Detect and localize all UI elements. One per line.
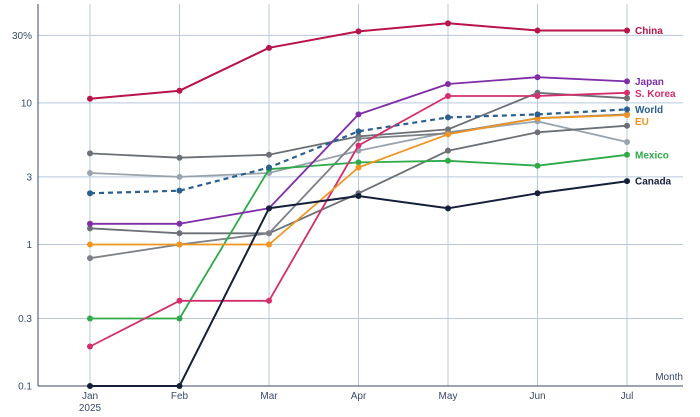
point-eu-feb — [176, 241, 183, 248]
x-tick-label-jul: Jul — [621, 391, 634, 402]
point-gray-b-jul — [624, 95, 630, 102]
point-mexico-feb — [176, 315, 183, 322]
y-tick-label: 0.3 — [18, 314, 32, 325]
point-japan-feb — [176, 220, 183, 227]
point-world-jun — [534, 111, 541, 118]
series-s-korea — [87, 89, 630, 350]
series-label-china: China — [635, 26, 663, 37]
point-canada-mar — [266, 205, 272, 212]
x-tick-label-jan: Jan 2025 — [79, 391, 102, 414]
point-china-feb — [176, 87, 183, 94]
point-china-jan — [87, 95, 93, 102]
point-world-apr — [355, 128, 362, 135]
point-eu-may — [445, 131, 451, 138]
x-tick-label-may: May — [439, 391, 458, 402]
series-label-eu: EU — [635, 117, 649, 128]
point-gray-b-feb — [176, 154, 183, 161]
point-s-korea-may — [445, 92, 451, 99]
series-china — [87, 20, 630, 102]
point-gray-c-jan — [87, 225, 93, 232]
point-china-jun — [534, 27, 541, 34]
series-eu — [87, 112, 630, 248]
x-tick-label-apr: Apr — [351, 391, 367, 402]
series-lines — [87, 20, 630, 389]
point-china-jul — [624, 27, 630, 34]
point-gray-d-apr — [355, 135, 362, 142]
point-world-jul — [624, 106, 630, 113]
point-canada-jul — [624, 178, 630, 185]
point-gray-c-feb — [176, 230, 183, 237]
point-eu-jan — [87, 241, 93, 248]
point-eu-apr — [355, 164, 362, 171]
y-tick-label: 1 — [26, 240, 32, 251]
point-world-feb — [176, 187, 183, 194]
point-gray-c-jun — [534, 129, 541, 136]
point-gray-b-mar — [266, 151, 272, 158]
point-eu-mar — [266, 241, 272, 248]
point-gray-a-jul — [624, 138, 630, 145]
point-china-mar — [266, 44, 272, 51]
point-japan-jan — [87, 220, 93, 227]
point-world-mar — [266, 164, 272, 171]
point-canada-jun — [534, 190, 541, 197]
series-mexico — [87, 151, 630, 322]
y-tick-label: 30% — [12, 31, 32, 42]
x-tick-label-jun: Jun — [529, 391, 545, 402]
point-japan-jun — [534, 74, 541, 81]
y-tick-label: 10 — [21, 98, 33, 109]
x-tick-label-feb: Feb — [171, 391, 189, 402]
series-label-mexico: Mexico — [635, 150, 669, 161]
x-axis-title: Month — [655, 372, 683, 383]
point-s-korea-jun — [534, 92, 541, 99]
x-tick-label-mar: Mar — [260, 391, 278, 402]
point-mexico-jan — [87, 315, 93, 322]
point-s-korea-apr — [355, 142, 362, 149]
point-s-korea-feb — [176, 297, 183, 304]
point-mexico-jun — [534, 162, 541, 169]
point-mexico-jul — [624, 151, 630, 158]
point-s-korea-jan — [87, 343, 93, 350]
series-label-world: World — [635, 105, 663, 116]
point-gray-d-mar — [266, 230, 272, 237]
point-s-korea-jul — [624, 89, 630, 96]
series-label-s-korea: S. Korea — [635, 89, 676, 100]
point-canada-may — [445, 205, 451, 212]
y-tick-label: 3 — [26, 172, 32, 183]
series-label-canada: Canada — [635, 177, 672, 188]
point-japan-may — [445, 81, 451, 88]
point-gray-c-may — [445, 147, 451, 154]
point-gray-b-jan — [87, 150, 93, 157]
series-label-japan: Japan — [635, 77, 664, 88]
point-gray-a-feb — [176, 173, 183, 180]
point-japan-apr — [355, 111, 362, 118]
point-gray-c-jul — [624, 122, 630, 129]
point-canada-apr — [355, 192, 362, 199]
point-s-korea-mar — [266, 297, 272, 304]
point-world-jan — [87, 190, 93, 197]
point-eu-jul — [624, 112, 630, 119]
point-gray-d-jan — [87, 255, 93, 262]
point-china-may — [445, 20, 451, 27]
y-tick-labels: 0.1 0.3 1 3 10 30% — [12, 31, 32, 393]
series-world — [87, 106, 630, 197]
y-tick-label: 0.1 — [18, 382, 32, 393]
series-canada — [87, 178, 630, 389]
point-gray-a-jan — [87, 169, 93, 176]
point-canada-feb — [176, 383, 183, 389]
point-mexico-may — [445, 157, 451, 164]
x-tick-labels: Jan 2025 Feb Mar Apr May Jun Jul — [79, 391, 634, 414]
point-canada-jan — [87, 383, 93, 389]
point-japan-jul — [624, 78, 630, 85]
point-world-may — [445, 114, 451, 121]
point-mexico-apr — [355, 159, 362, 166]
point-china-apr — [355, 28, 362, 35]
